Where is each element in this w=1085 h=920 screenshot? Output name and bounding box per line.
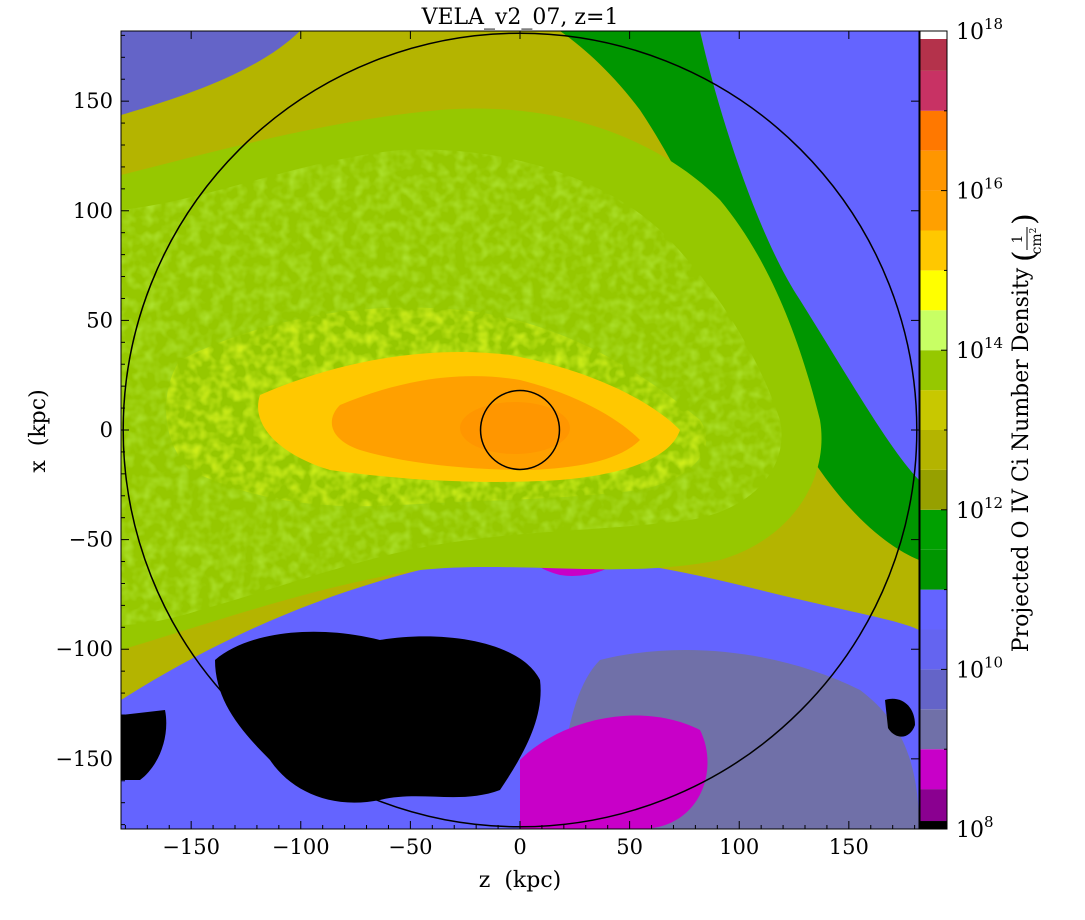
- y-tick-label: −100: [55, 637, 113, 661]
- colorbar-tick-base: 10: [956, 499, 984, 524]
- colorbar: [919, 30, 948, 830]
- region-void: [885, 698, 915, 737]
- colorbar-segment: [920, 70, 947, 111]
- colorbar-unit-paren-right: ): [1007, 213, 1042, 225]
- x-tick-label: 0: [513, 835, 526, 859]
- colorbar-segment: [920, 270, 947, 311]
- colorbar-unit-exponent: 2: [1029, 228, 1039, 234]
- colorbar-tick-base: 10: [956, 20, 984, 45]
- density-map: [121, 31, 919, 829]
- colorbar-tick-exponent: 14: [984, 334, 1003, 352]
- colorbar-segment: [920, 549, 947, 590]
- y-tick-label: −50: [69, 528, 113, 552]
- y-tick-label: 100: [73, 199, 113, 223]
- colorbar-segment: [920, 789, 947, 822]
- colorbar-segment: [920, 310, 947, 351]
- colorbar-segment: [920, 230, 947, 271]
- colorbar-segment: [920, 821, 947, 829]
- y-tick-label: −150: [55, 747, 113, 771]
- colorbar-label-group: Projected O IV Ci Number Density ( 1 cm2…: [1007, 213, 1045, 652]
- colorbar-unit-base: cm: [1029, 233, 1045, 254]
- colorbar-segment: [920, 390, 947, 430]
- y-axis: −150 −100 −50 0 50 100 150: [55, 34, 919, 826]
- chart-title: VELA_v2_07, z=1: [421, 5, 619, 30]
- colorbar-tick-label: 1016: [956, 175, 1003, 205]
- region-upper-left-blue: [121, 31, 300, 115]
- colorbar-label: Projected O IV Ci Number Density: [1009, 267, 1034, 652]
- region-upper-right-blue: [700, 31, 919, 520]
- colorbar-tick-base: 10: [956, 180, 984, 205]
- colorbar-segment: [920, 430, 947, 470]
- colorbar-unit-denominator: cm2: [1029, 228, 1045, 255]
- plot-area: [121, 31, 919, 829]
- colorbar-unit-paren-left: (: [1007, 250, 1042, 262]
- colorbar-segment: [920, 589, 947, 630]
- colorbar-segment: [920, 350, 947, 391]
- region-void: [215, 631, 541, 803]
- x-tick-label: 50: [616, 835, 643, 859]
- colorbar-tick-base: 10: [956, 658, 984, 683]
- colorbar-segment: [920, 150, 947, 191]
- colorbar-tick-label: 1014: [956, 334, 1003, 364]
- colorbar-segment: [920, 190, 947, 231]
- colorbar-segment: [920, 749, 947, 790]
- x-tick-label: −50: [388, 835, 432, 859]
- colorbar-tick-base: 10: [956, 339, 984, 364]
- colorbar-segment: [920, 629, 947, 670]
- galaxy-radius-circle: [479, 389, 561, 471]
- region-nucleus: [460, 402, 570, 454]
- colorbar-tick-exponent: 18: [984, 15, 1003, 33]
- colorbar-tick-exponent: 8: [984, 813, 994, 831]
- colorbar-tick-label: 108: [956, 813, 994, 843]
- x-axis-label: z (kpc): [479, 868, 561, 893]
- colorbar-tick-base: 10: [956, 818, 984, 843]
- x-tick-label: 150: [829, 835, 869, 859]
- x-tick-label: 100: [719, 835, 759, 859]
- colorbar-segment: [920, 31, 947, 39]
- x-tick-label: −150: [162, 835, 220, 859]
- x-axis: −150 −100 −50 0 50 100 150: [124, 31, 916, 859]
- colorbar-tick-exponent: 16: [984, 175, 1003, 193]
- colorbar-tick-exponent: 12: [984, 494, 1003, 512]
- y-axis-label: x (kpc): [26, 389, 51, 472]
- y-tick-label: 0: [100, 418, 113, 442]
- colorbar-segment: [920, 509, 947, 550]
- colorbar-segment: [920, 469, 947, 510]
- colorbar-segment: [920, 110, 947, 151]
- x-tick-label: −100: [272, 835, 330, 859]
- colorbar-segment: [920, 38, 947, 71]
- colorbar-tick-exponent: 10: [984, 653, 1003, 671]
- region-void: [121, 710, 167, 780]
- y-tick-label: 50: [86, 308, 113, 332]
- colorbar-tick-label: 1010: [956, 653, 1003, 683]
- colorbar-tick-label: 1012: [956, 494, 1003, 524]
- colorbar-segment: [920, 669, 947, 710]
- colorbar-unit-numerator: 1: [1010, 235, 1026, 244]
- colorbar-tick-label: 1018: [956, 15, 1003, 45]
- y-tick-label: 150: [73, 89, 113, 113]
- colorbar-segment: [920, 709, 947, 750]
